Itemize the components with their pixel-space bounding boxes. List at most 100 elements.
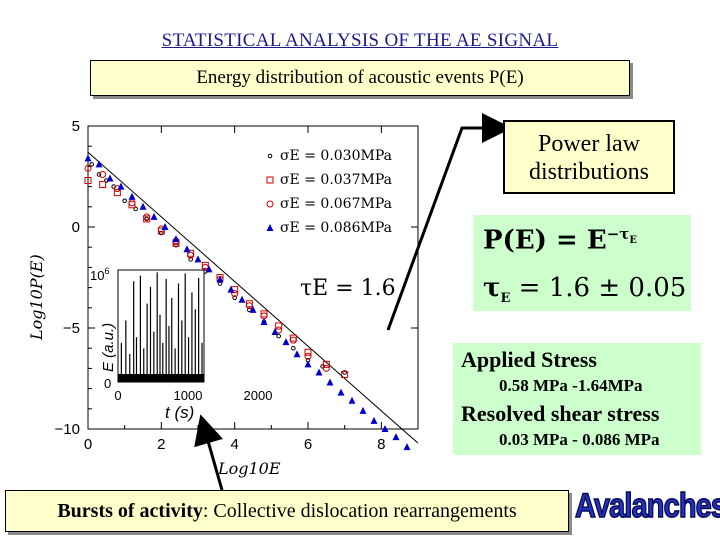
x-tick-label-4: 4 (230, 436, 238, 453)
tau-annotation: τE = 1.6 (300, 276, 396, 301)
legend-marker-1 (266, 176, 274, 184)
data-point-series-0 (188, 257, 193, 262)
y-tick-label-minus10: −10 (55, 421, 80, 438)
data-point-series-0 (133, 206, 138, 212)
formula-line2: τE = 1.6 ± 0.05 (483, 273, 686, 306)
formula-tau-sub: E (500, 291, 511, 307)
data-point-series-2 (231, 290, 239, 298)
data-point-series-2 (187, 251, 195, 259)
resolved-stress-value: 0.03 MPa - 0.086 MPa (499, 430, 660, 449)
data-point-series-3 (161, 223, 169, 230)
y-tick-label-minus5: −5 (63, 320, 80, 337)
data-point-series-0 (342, 370, 347, 375)
data-point-series-3 (227, 285, 235, 293)
inset-noise-floor (118, 374, 204, 382)
legend-items: σE = 0.030MPa σE = 0.037MPa σE = 0.067MPa σ… (266, 148, 392, 236)
data-point-series-3 (194, 255, 202, 263)
bottom-caption-box: Bursts of activity: Collective dislocati… (5, 490, 569, 532)
inset-y-label: E (a.u.) (100, 323, 117, 372)
inset-bursts (118, 272, 204, 382)
formula-tau-value: = 1.6 ± 0.05 (510, 273, 687, 303)
main-plot-points (84, 154, 411, 451)
data-point-series-1 (128, 201, 136, 209)
data-point-series-3 (238, 295, 246, 303)
x-tick-label-6: 6 (304, 436, 312, 453)
data-point-series-1 (99, 181, 107, 189)
inset-x-tick-1000: 1000 (174, 388, 203, 403)
legend-marker-3 (266, 224, 274, 231)
formula-pe: P(E) = E (483, 225, 607, 256)
data-point-series-2 (84, 164, 92, 172)
data-point-series-1 (201, 261, 209, 269)
data-point-series-3 (106, 174, 114, 182)
data-point-series-3 (271, 328, 279, 336)
subtitle-box: Energy distribution of acoustic events P… (90, 60, 630, 96)
data-point-series-3 (128, 192, 136, 200)
data-point-series-3 (117, 182, 125, 190)
legend-marker-2 (266, 200, 274, 208)
y-axis-label: Log10P(E) (27, 254, 46, 341)
data-point-series-0 (276, 333, 281, 339)
data-point-series-3 (359, 406, 367, 414)
y-tick-label-0: 0 (72, 219, 80, 236)
data-point-series-3 (95, 160, 103, 168)
y-tick-label-5: 5 (72, 118, 80, 135)
data-point-series-3 (293, 350, 301, 358)
formula-box: P(E) = E−τE τE = 1.6 ± 0.05 (473, 215, 691, 311)
main-plot-ticks (87, 125, 418, 430)
data-point-series-1 (187, 249, 195, 257)
y-axis-label-text: Log10P(E) (27, 254, 46, 341)
legend-label-0: σE = 0.030MPa (280, 148, 392, 164)
legend-label-1: σE = 0.037MPa (280, 172, 392, 188)
data-point-series-1 (113, 189, 121, 197)
data-point-series-2 (289, 336, 297, 344)
formula-tau: τ (483, 273, 501, 303)
inset-y-tick-top: 106 (90, 266, 109, 283)
fit-line (87, 151, 419, 444)
inset-y-tick-zero: 0 (104, 376, 111, 391)
data-point-series-3 (337, 388, 345, 396)
data-point-series-3 (392, 433, 400, 441)
data-point-series-3 (84, 154, 92, 162)
arrow-to-power-law (386, 113, 512, 331)
data-point-series-3 (304, 360, 312, 368)
data-point-series-3 (348, 396, 356, 404)
x-tick-label-2: 2 (157, 436, 165, 453)
arrow-to-inset (194, 414, 224, 491)
data-point-series-0 (291, 345, 296, 351)
data-point-series-2 (304, 352, 312, 360)
power-law-line2: distributions (528, 159, 649, 185)
data-point-series-3 (183, 245, 191, 253)
data-point-series-3 (326, 378, 334, 386)
inset-x-tick-0: 0 (114, 388, 121, 403)
formula-exp-sub: E (629, 235, 637, 246)
data-point-series-1 (260, 310, 268, 318)
data-point-series-3 (150, 212, 158, 220)
x-tick-label-8: 8 (377, 436, 385, 453)
data-point-series-1 (143, 215, 151, 223)
data-point-series-3 (370, 416, 378, 424)
bottom-bold: Bursts of activity (57, 500, 203, 522)
data-point-series-0 (89, 162, 94, 167)
bottom-rest: : Collective dislocation rearrangements (202, 500, 517, 522)
x-axis-label: Log10E (217, 459, 281, 478)
data-point-series-2 (322, 364, 330, 372)
data-point-series-1 (341, 370, 349, 378)
data-point-series-2 (245, 302, 253, 310)
data-point-series-3 (381, 425, 389, 432)
inset-plot-frame (117, 269, 205, 383)
inset-x-tick-2000: 2000 (244, 388, 273, 403)
data-point-series-1 (289, 334, 297, 342)
data-point-series-1 (304, 348, 312, 356)
data-point-series-0 (122, 198, 127, 204)
legend (258, 146, 398, 242)
data-point-series-2 (99, 170, 107, 178)
slide-title: STATISTICAL ANALYSIS OF THE AE SIGNAL (161, 30, 559, 51)
legend-label-2: σE = 0.067MPa (280, 196, 392, 212)
data-point-series-3 (139, 202, 147, 210)
formula-line1: P(E) = E−τE (483, 225, 637, 256)
data-point-series-2 (128, 199, 136, 207)
formula-exp: −τ (606, 225, 630, 243)
data-point-series-0 (96, 172, 102, 177)
